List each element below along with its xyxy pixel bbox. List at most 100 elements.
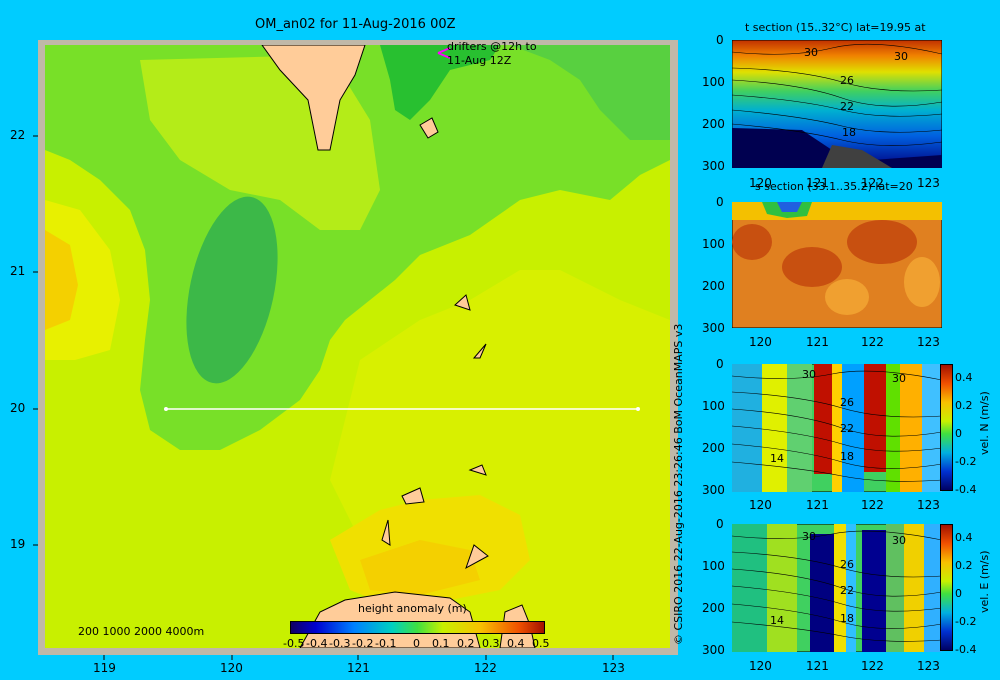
v-contour-label: 30 (892, 372, 906, 385)
colorbar-tick: -0.5 (283, 637, 305, 650)
p2-ytick: 200 (702, 279, 725, 293)
p4-ytick: 0 (716, 517, 724, 531)
s-section-title: s section (33.1..35.2) lat=20 (755, 180, 913, 193)
main-title: OM_an02 for 11-Aug-2016 00Z (255, 17, 456, 32)
p3-ytick: 300 (702, 483, 725, 497)
vel-n-tick: -0.4 (955, 483, 977, 496)
colorbar-tick: 0.5 (532, 637, 550, 650)
drifter-note-2: 11-Aug 12Z (447, 54, 512, 67)
p4-xtick: 120 (749, 659, 772, 673)
p3-xtick: 120 (749, 498, 772, 512)
colorbar-tick: -0.3 (329, 637, 351, 650)
p1-xtick: 122 (861, 176, 884, 190)
vel-e-tick: 0.4 (955, 531, 973, 544)
v-contour-label: 26 (840, 396, 854, 409)
colorbar-tick: -0.2 (352, 637, 374, 650)
p2-xtick: 123 (917, 335, 940, 349)
p3-ytick: 200 (702, 441, 725, 455)
p2-ytick: 0 (716, 195, 724, 209)
p1-xtick: 120 (749, 176, 772, 190)
vel-n-tick: 0.4 (955, 371, 973, 384)
t-contour-label: 30 (804, 46, 818, 59)
vel-n-label: vel. N (m/s) (978, 391, 991, 455)
u-contour-label: 30 (802, 530, 816, 543)
vel-e-label: vel. E (m/s) (978, 550, 991, 613)
vel-e-tick: 0.2 (955, 559, 973, 572)
depth-legend: 200 1000 2000 4000m (78, 625, 205, 638)
height-colorbar (290, 621, 545, 634)
colorbar-tick: -0.1 (375, 637, 397, 650)
map-xtick: 120 (220, 661, 243, 675)
p4-xtick: 122 (861, 659, 884, 673)
height-anomaly-map (33, 40, 678, 660)
drifter-arrow (437, 47, 451, 59)
map-ytick: 22 (10, 128, 26, 142)
v-section-plot: 30 30 26 22 18 14 (732, 364, 942, 492)
p2-xtick: 120 (749, 335, 772, 349)
taiwan-island (261, 45, 366, 151)
vel-e-tick: 0 (955, 587, 962, 600)
vel-e-tick: -0.4 (955, 643, 977, 656)
p2-xtick: 121 (806, 335, 829, 349)
p4-ytick: 100 (702, 559, 725, 573)
p3-ytick: 0 (716, 357, 724, 371)
p1-xtick: 123 (917, 176, 940, 190)
u-contour-label: 18 (840, 612, 854, 625)
u-contour-label: 14 (770, 614, 784, 627)
v-contour-label: 30 (802, 368, 816, 381)
p1-ytick: 0 (716, 33, 724, 47)
p3-xtick: 121 (806, 498, 829, 512)
u-contour-label: 26 (840, 558, 854, 571)
s-section-plot (732, 202, 942, 328)
p4-ytick: 300 (702, 643, 725, 657)
colorbar-tick: 0.3 (482, 637, 500, 650)
v-contour-label: 18 (840, 450, 854, 463)
colorbar-tick: 0.4 (507, 637, 525, 650)
v-contour-label: 14 (770, 452, 784, 465)
credit-text: © CSIRO 2016 22-Aug-2016 23:26:46 BoM Oc… (672, 323, 685, 645)
vel-n-colorbar (940, 364, 953, 491)
map-xtick: 123 (602, 661, 625, 675)
v-contour-label: 22 (840, 422, 854, 435)
u-contour-label: 30 (892, 534, 906, 547)
vel-e-colorbar (940, 524, 953, 651)
colorbar-tick: 0 (413, 637, 420, 650)
t-contour-label: 30 (894, 50, 908, 63)
p1-ytick: 100 (702, 75, 725, 89)
map-ytick: 20 (10, 401, 26, 415)
p4-ytick: 200 (702, 601, 725, 615)
t-contour-label: 22 (840, 100, 854, 113)
colorbar-tick: 0.2 (457, 637, 475, 650)
t-contour-label: 18 (842, 126, 856, 139)
p2-ytick: 300 (702, 321, 725, 335)
u-section-plot: 30 30 26 22 18 14 (732, 524, 942, 652)
p2-xtick: 122 (861, 335, 884, 349)
map-xtick: 122 (474, 661, 497, 675)
vel-n-tick: 0 (955, 427, 962, 440)
map-ytick: 19 (10, 537, 26, 551)
vel-n-tick: 0.2 (955, 399, 973, 412)
p3-xtick: 122 (861, 498, 884, 512)
map-ytick: 21 (10, 264, 26, 278)
p4-xtick: 123 (917, 659, 940, 673)
colorbar-tick: 0.1 (432, 637, 450, 650)
t-section-plot: 30 30 26 22 18 (732, 40, 942, 168)
p3-ytick: 100 (702, 399, 725, 413)
p4-xtick: 121 (806, 659, 829, 673)
map-xtick: 121 (347, 661, 370, 675)
p3-xtick: 123 (917, 498, 940, 512)
colorbar-tick: -0.4 (306, 637, 328, 650)
p1-ytick: 300 (702, 159, 725, 173)
p1-xtick: 121 (806, 176, 829, 190)
colorbar-title: height anomaly (m) (358, 602, 467, 615)
vel-e-tick: -0.2 (955, 615, 977, 628)
eddy (186, 196, 278, 384)
t-section-title: t section (15..32°C) lat=19.95 at (745, 21, 926, 34)
u-contour-label: 22 (840, 584, 854, 597)
vel-n-tick: -0.2 (955, 455, 977, 468)
drifter-note-1: drifters @12h to (447, 40, 537, 53)
t-contour-label: 26 (840, 74, 854, 87)
p1-ytick: 200 (702, 117, 725, 131)
map-xtick: 119 (93, 661, 116, 675)
p2-ytick: 100 (702, 237, 725, 251)
